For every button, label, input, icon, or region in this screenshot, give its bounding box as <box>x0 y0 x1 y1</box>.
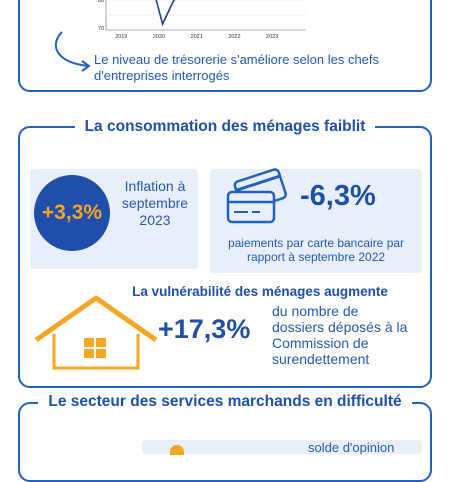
section-title-services: Le secteur des services marchands en dif… <box>0 392 450 412</box>
services-partial-label: solde d'opinion <box>308 440 395 455</box>
section-title-text: Le secteur des services marchands en dif… <box>38 393 412 410</box>
vulnerability-title: La vulnérabilité des ménages augmente <box>132 284 388 299</box>
chart-x-tick: 2023 <box>266 34 278 40</box>
vulnerability-value: +17,3% <box>158 314 251 344</box>
chart-y-tick: 80 <box>98 0 104 4</box>
section-title-consommation: La consommation des ménages faiblit <box>0 117 450 137</box>
chart-x-tick: 2021 <box>191 34 203 40</box>
tresorerie-line-chart: 80 70 2019 2020 2021 2022 2023 <box>98 0 306 40</box>
cards-label: paiements par carte bancaire par rapport… <box>227 236 405 264</box>
cards-value: -6,3% <box>300 180 376 212</box>
inflation-value: +3,3% <box>41 201 103 224</box>
inflation-label: Inflation à septembre 2023 <box>121 178 189 228</box>
inflation-badge: +3,3% <box>34 175 110 251</box>
credit-card-icon <box>226 168 288 224</box>
chart-series-line <box>155 0 177 27</box>
chart-x-tick: 2022 <box>228 34 240 40</box>
chart-x-tick: 2019 <box>115 34 127 40</box>
tresorerie-note: Le niveau de trésorerie s'améliore selon… <box>94 52 380 83</box>
chart-x-tick: 2020 <box>153 34 165 40</box>
vulnerability-label: du nombre de dossiers déposés à la Commi… <box>272 303 408 367</box>
section-title-text: La consommation des ménages faiblit <box>74 118 376 135</box>
curved-arrow-icon <box>54 31 91 72</box>
section-frame-tresorerie <box>18 0 432 92</box>
chart-y-tick: 70 <box>98 26 104 32</box>
services-marker <box>170 445 184 455</box>
house-icon <box>34 295 158 370</box>
